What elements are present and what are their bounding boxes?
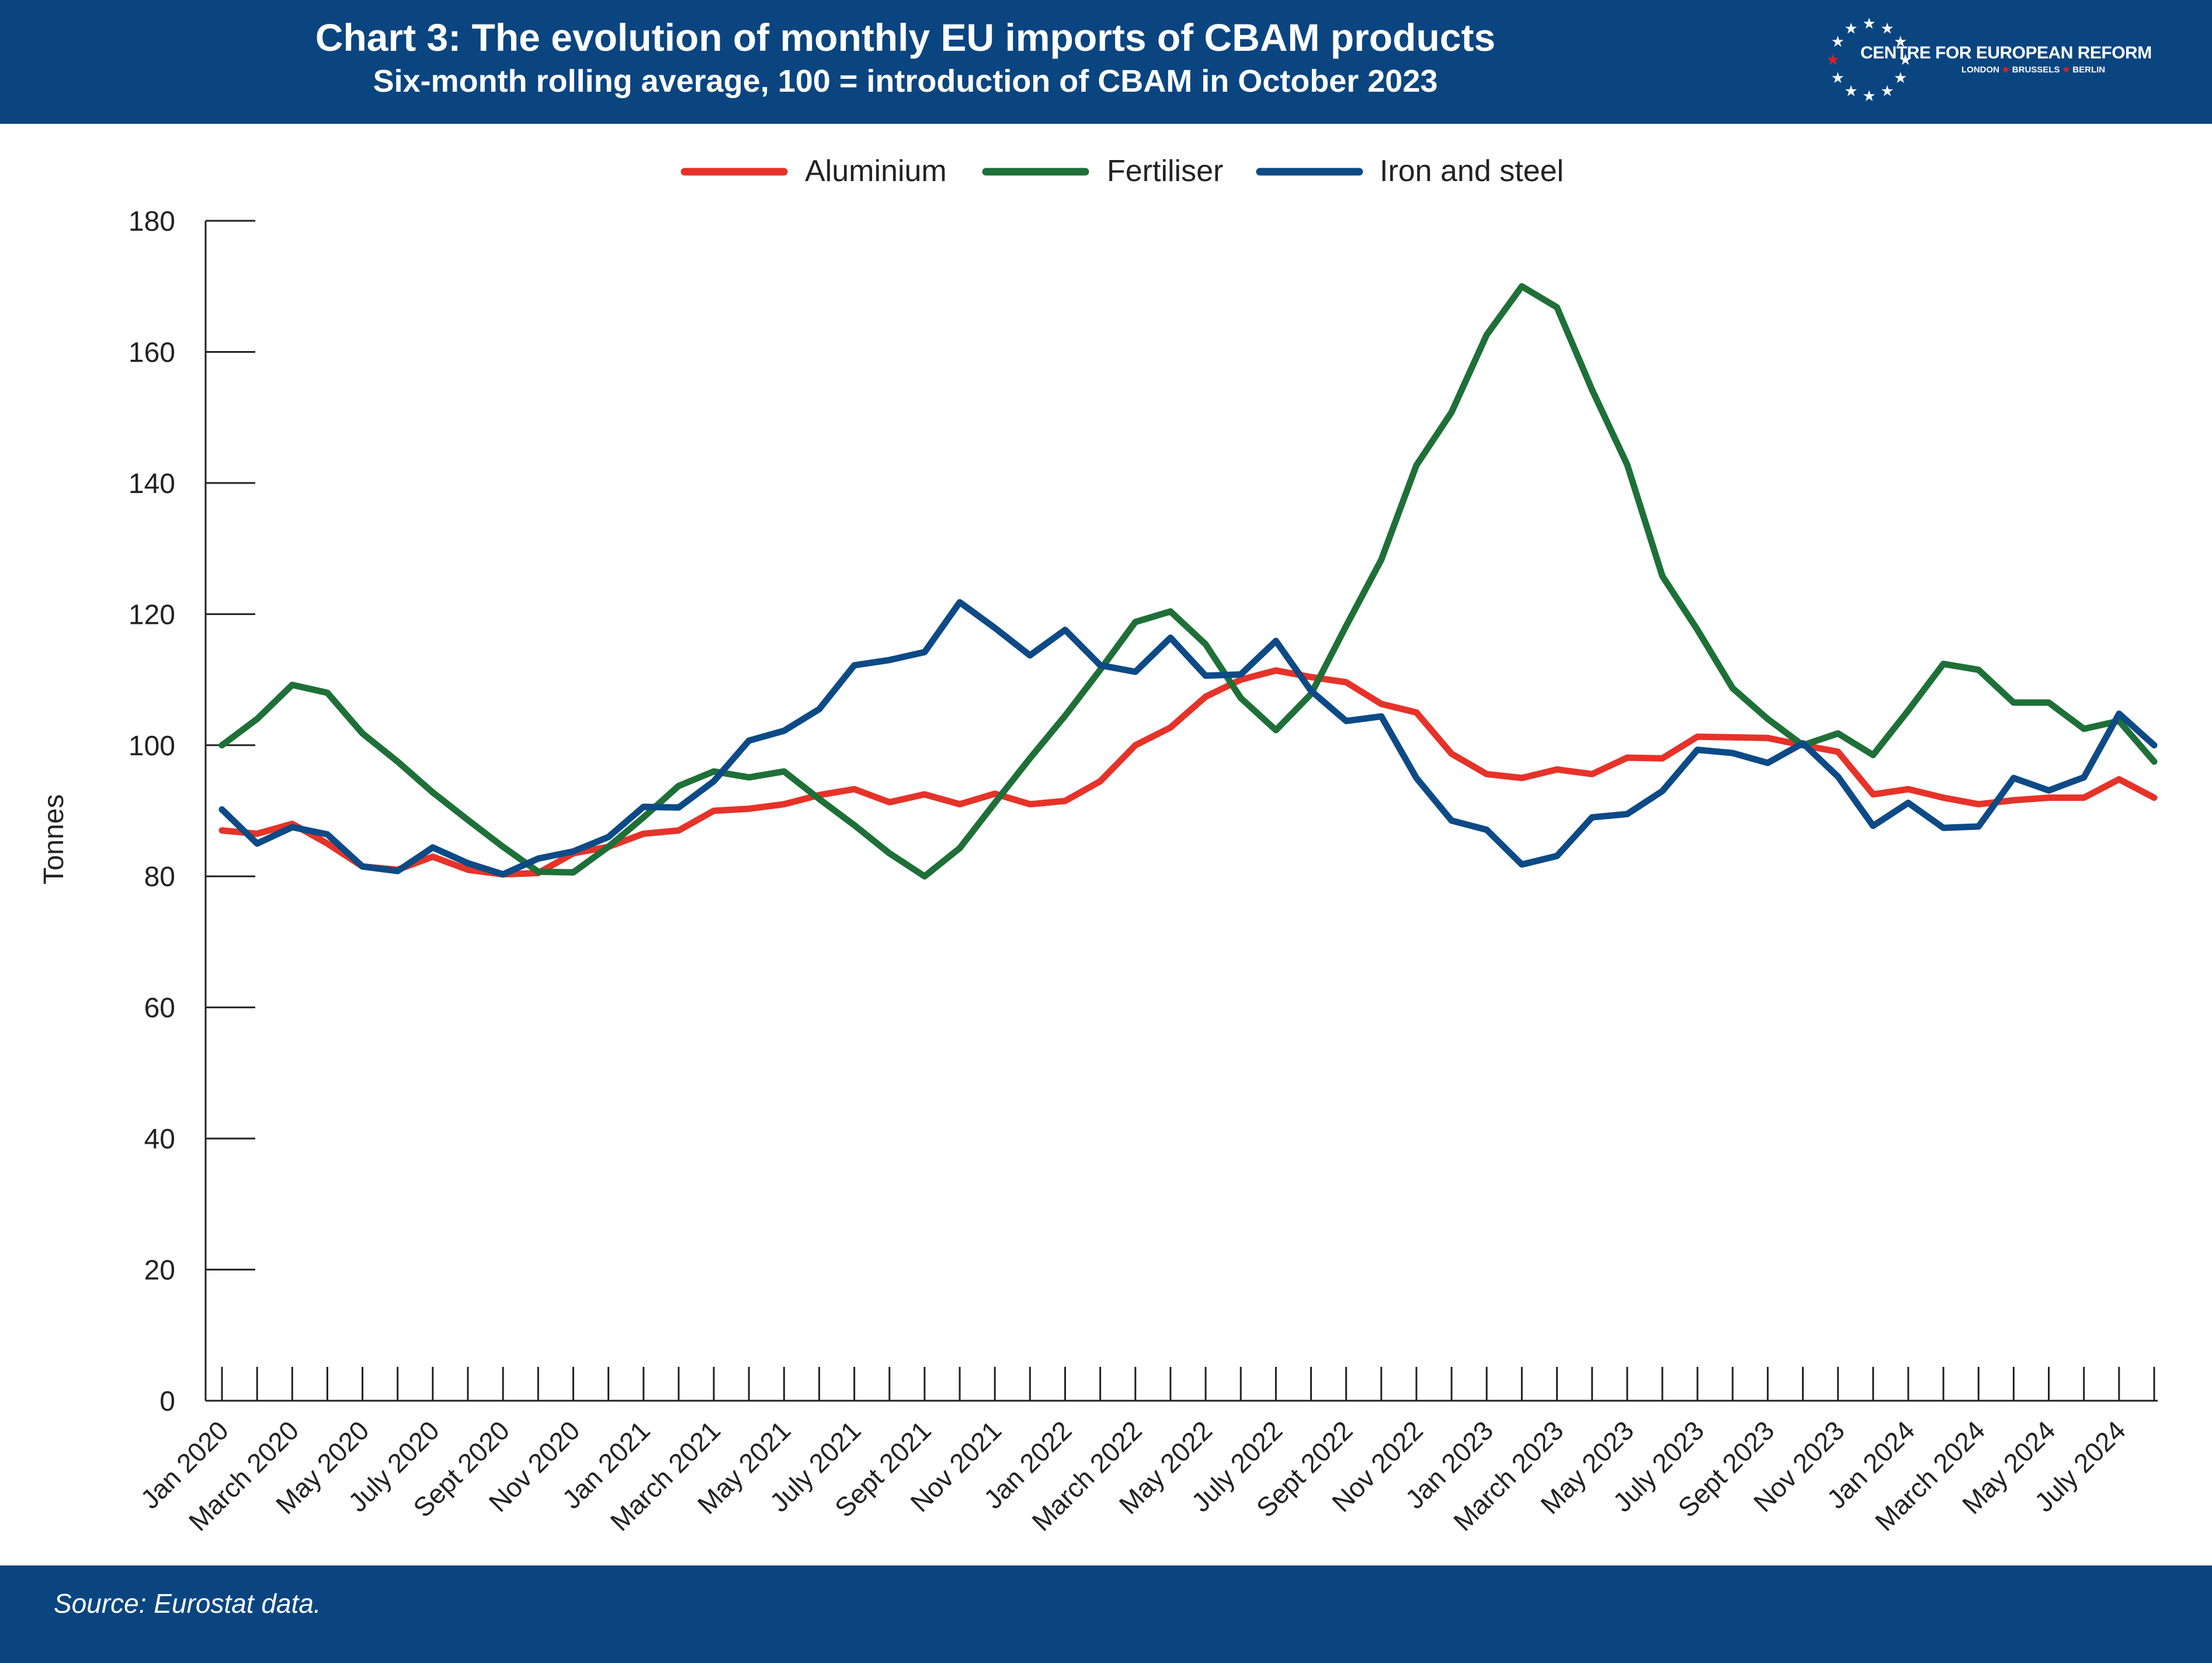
line-chart: Aluminium Fertiliser Iron and steel 0 20 40 6…	[39, 154, 2158, 1537]
logo-star-icon: ★	[1898, 51, 1912, 69]
logo-star-icon: ★	[1880, 20, 1894, 37]
logo-star-icon: ★	[1831, 70, 1845, 87]
legend-label: Aluminium	[805, 154, 947, 188]
y-tick-label: 40	[144, 1124, 175, 1155]
y-tick-label: 120	[129, 599, 175, 630]
y-tick-label: 100	[129, 731, 175, 762]
logo-city-london: LONDON	[1961, 65, 1999, 75]
y-tick-label: 20	[144, 1255, 175, 1286]
cer-logo-name: CENTRE FOR EUROPEAN REFORM	[1860, 43, 2152, 63]
cer-logo-cities: LONDON ★ BRUSSELS ★ BERLIN	[1961, 64, 2105, 75]
logo-star-icon: ★	[1894, 33, 1907, 51]
logo-star-icon: ★	[1862, 88, 1876, 105]
logo-city-brussels: BRUSSELS	[2012, 65, 2060, 75]
chart-subtitle: Six-month rolling average, 100 = introdu…	[373, 64, 1438, 99]
logo-star-icon: ★	[1828, 51, 1840, 69]
y-tick-label: 180	[129, 206, 175, 237]
y-tick-label: 80	[144, 862, 175, 893]
logo-star-icon: ★	[1880, 83, 1894, 100]
source-note: Source: Eurostat data.	[54, 1588, 321, 1619]
logo-star-icon: ★	[1844, 83, 1857, 100]
chart-footer	[0, 1565, 2212, 1663]
legend-label: Iron and steel	[1380, 154, 1564, 188]
series-line-aluminium	[218, 667, 2158, 878]
chart-title: Chart 3: The evolution of monthly EU imp…	[315, 16, 1496, 59]
series-line-iron-and-steel	[218, 599, 2158, 878]
legend-label: Fertiliser	[1107, 154, 1223, 188]
logo-star-icon: ★	[1844, 20, 1857, 37]
logo-city-berlin: BERLIN	[2072, 65, 2106, 75]
logo-star-icon: ★	[1894, 70, 1907, 87]
logo-star-icon: ★	[1862, 15, 1876, 33]
chart-header	[0, 0, 2212, 124]
logo-separator-icon: ★	[2062, 65, 2071, 75]
series-line-fertiliser	[218, 283, 2158, 880]
legend: Aluminium Fertiliser Iron and steel	[680, 154, 1564, 188]
logo-separator-icon: ★	[2002, 65, 2010, 75]
y-axis-label: Tonnes	[39, 794, 70, 885]
y-tick-label: 160	[129, 337, 175, 368]
y-tick-label: 60	[144, 993, 175, 1024]
y-tick-label: 0	[159, 1386, 175, 1417]
cer-logo-stars: ★ ★★★★★★★★★★★	[1828, 15, 1912, 105]
series-lines	[218, 283, 2158, 880]
logo-star-icon: ★	[1831, 33, 1845, 51]
y-tick-label: 140	[129, 468, 175, 499]
